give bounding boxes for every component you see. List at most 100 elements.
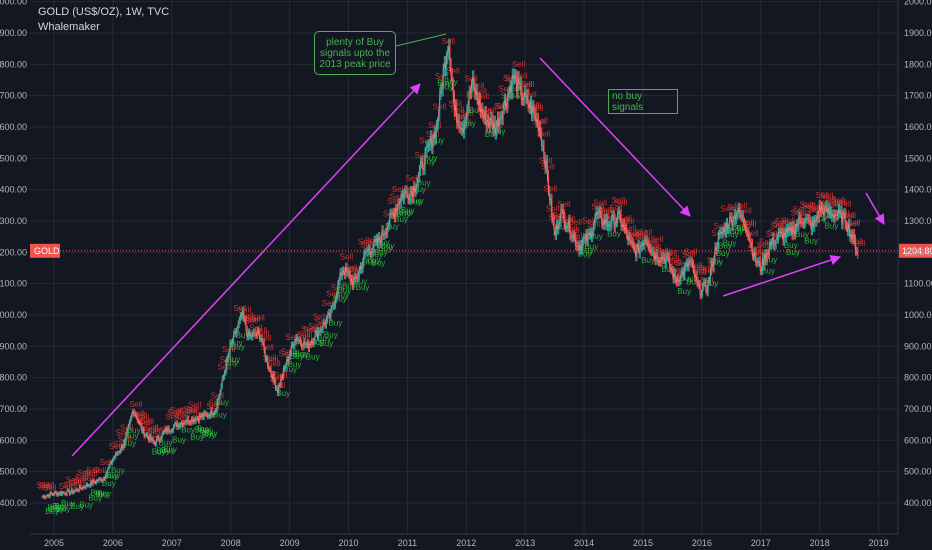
- y-tick-label-left: 1000.00: [0, 310, 27, 320]
- y-tick-label-left: 1700.00: [0, 91, 27, 101]
- buy-signal-label: Buy: [91, 488, 105, 497]
- sell-signal-label: Sell: [632, 232, 646, 241]
- sell-signal-label: Sell: [281, 347, 295, 356]
- sell-signal-label: Sell: [265, 356, 279, 365]
- buy-signal-label: Buy: [57, 504, 71, 513]
- sell-signal-label: Sell: [750, 248, 764, 257]
- sell-signal-label: Sell: [550, 212, 564, 221]
- sell-signal-label: Sell: [38, 483, 52, 492]
- buy-signal-label: Buy: [362, 257, 376, 266]
- buy-signal-label: Buy: [813, 214, 827, 223]
- buy-signal-label: Buy: [437, 78, 451, 87]
- x-tick-label: 2016: [692, 538, 712, 548]
- downtrend-arrow: [539, 57, 691, 217]
- sell-signal-label: Sell: [618, 214, 632, 223]
- sell-signal-label: Sell: [627, 229, 641, 238]
- buy-signal-label: Buy: [729, 227, 743, 236]
- sell-signal-label: Sell: [240, 312, 254, 321]
- buy-signal-label: Buy: [310, 338, 324, 347]
- y-tick-label-right: 900.00: [904, 341, 932, 351]
- sell-signal-label: Sell: [428, 121, 442, 130]
- sell-signal-label: Sell: [548, 213, 562, 222]
- buy-signal-label: Buy: [52, 502, 66, 511]
- buy-signal-label: Buy: [356, 283, 370, 292]
- buy-signal-label: Buy: [410, 197, 424, 206]
- sell-signal-label: Sell: [233, 304, 247, 313]
- sell-signal-label: Sell: [609, 204, 623, 213]
- buy-signal-label: Buy: [394, 215, 408, 224]
- buy-signal-label: Buy: [718, 242, 732, 251]
- sell-signal-label: Sell: [446, 66, 460, 75]
- sell-signal-label: Sell: [546, 205, 560, 214]
- sell-signal-label: Sell: [752, 249, 766, 258]
- buy-signal-label: Buy: [159, 438, 173, 447]
- buy-signal-label: Buy: [195, 425, 209, 434]
- buy-signal-label: Buy: [152, 447, 166, 456]
- sell-signal-label: Sell: [598, 206, 612, 215]
- sell-signal-label: Sell: [129, 400, 143, 409]
- y-tick-label-left: 1500.00: [0, 153, 27, 163]
- sell-signal-label: Sell: [138, 418, 152, 427]
- y-tick-label-left: 1900.00: [0, 28, 27, 38]
- buy-signal-label: Buy: [227, 355, 241, 364]
- sell-signal-label: Sell: [772, 220, 786, 229]
- buy-signal-label: Buy: [50, 505, 64, 514]
- sell-signal-label: Sell: [838, 199, 852, 208]
- sell-signal-label: Sell: [82, 474, 96, 483]
- sell-signal-label: Sell: [596, 212, 610, 221]
- signal-labels: SellSellSellSellBuyBuyBuyBuyBuyBuySellBu…: [36, 37, 865, 516]
- buy-signal-label: Buy: [288, 360, 302, 369]
- sell-signal-label: Sell: [770, 221, 784, 230]
- sell-signal-label: Sell: [816, 191, 830, 200]
- sell-signal-label: Sell: [347, 271, 361, 280]
- y-tick-label-left: 900.00: [0, 341, 27, 351]
- x-tick-label: 2013: [515, 538, 535, 548]
- buy-signal-label: Buy: [292, 349, 306, 358]
- no-buy-annotation: no buy signals: [608, 89, 678, 114]
- buy-signal-label: Buy: [333, 295, 347, 304]
- buy-signal-label: Buy: [199, 427, 213, 436]
- buy-signal-label: Buy: [197, 425, 211, 434]
- sell-signal-label: Sell: [322, 299, 336, 308]
- sell-signal-label: Sell: [516, 86, 530, 95]
- sell-signal-label: Sell: [809, 205, 823, 214]
- sell-signal-label: Sell: [340, 253, 354, 262]
- sell-signal-label: Sell: [113, 440, 127, 449]
- sell-signal-label: Sell: [523, 90, 537, 99]
- y-tick-label-left: 1300.00: [0, 216, 27, 226]
- current-price-right-label: 1204.80: [902, 246, 932, 256]
- buy-signal-label: Buy: [306, 352, 320, 361]
- buy-signal-label: Buy: [156, 446, 170, 455]
- buy-signal-label: Buy: [607, 229, 621, 238]
- buy-signal-label: Buy: [172, 436, 186, 445]
- sell-signal-label: Sell: [702, 267, 716, 276]
- buy-signal-label: Buy: [421, 158, 435, 167]
- buy-signal-label: Buy: [763, 255, 777, 264]
- sell-signal-label: Sell: [179, 407, 193, 416]
- sell-signal-label: Sell: [116, 428, 130, 437]
- buy-signal-label: Buy: [163, 445, 177, 454]
- y-tick-label-right: 1700.00: [904, 91, 932, 101]
- sell-signal-label: Sell: [582, 217, 596, 226]
- buy-signal-label: Buy: [589, 232, 603, 241]
- buy-signal-label: Buy: [367, 256, 381, 265]
- sell-signal-label: Sell: [143, 426, 157, 435]
- buy-signal-label: Buy: [161, 446, 175, 455]
- annotation-line: plenty of Buy: [326, 36, 384, 48]
- buy-signal-label: Buy: [371, 259, 385, 268]
- buy-signal-label: Buy: [374, 248, 388, 257]
- buy-signal-label: Buy: [324, 331, 338, 340]
- y-tick-label-right: 1600.00: [904, 122, 932, 132]
- x-tick-label: 2015: [633, 538, 653, 548]
- sell-signal-label: Sell: [811, 202, 825, 211]
- sell-signal-label: Sell: [655, 247, 669, 256]
- sell-signal-label: Sell: [36, 481, 50, 490]
- sell-signal-label: Sell: [503, 74, 517, 83]
- sell-signal-label: Sell: [349, 265, 363, 274]
- sell-signal-label: Sell: [564, 224, 578, 233]
- buy-signal-label: Buy: [784, 241, 798, 250]
- sell-signal-label: Sell: [775, 217, 789, 226]
- buy-signal-label: Buy: [786, 248, 800, 257]
- buy-signal-label: Buy: [641, 256, 655, 265]
